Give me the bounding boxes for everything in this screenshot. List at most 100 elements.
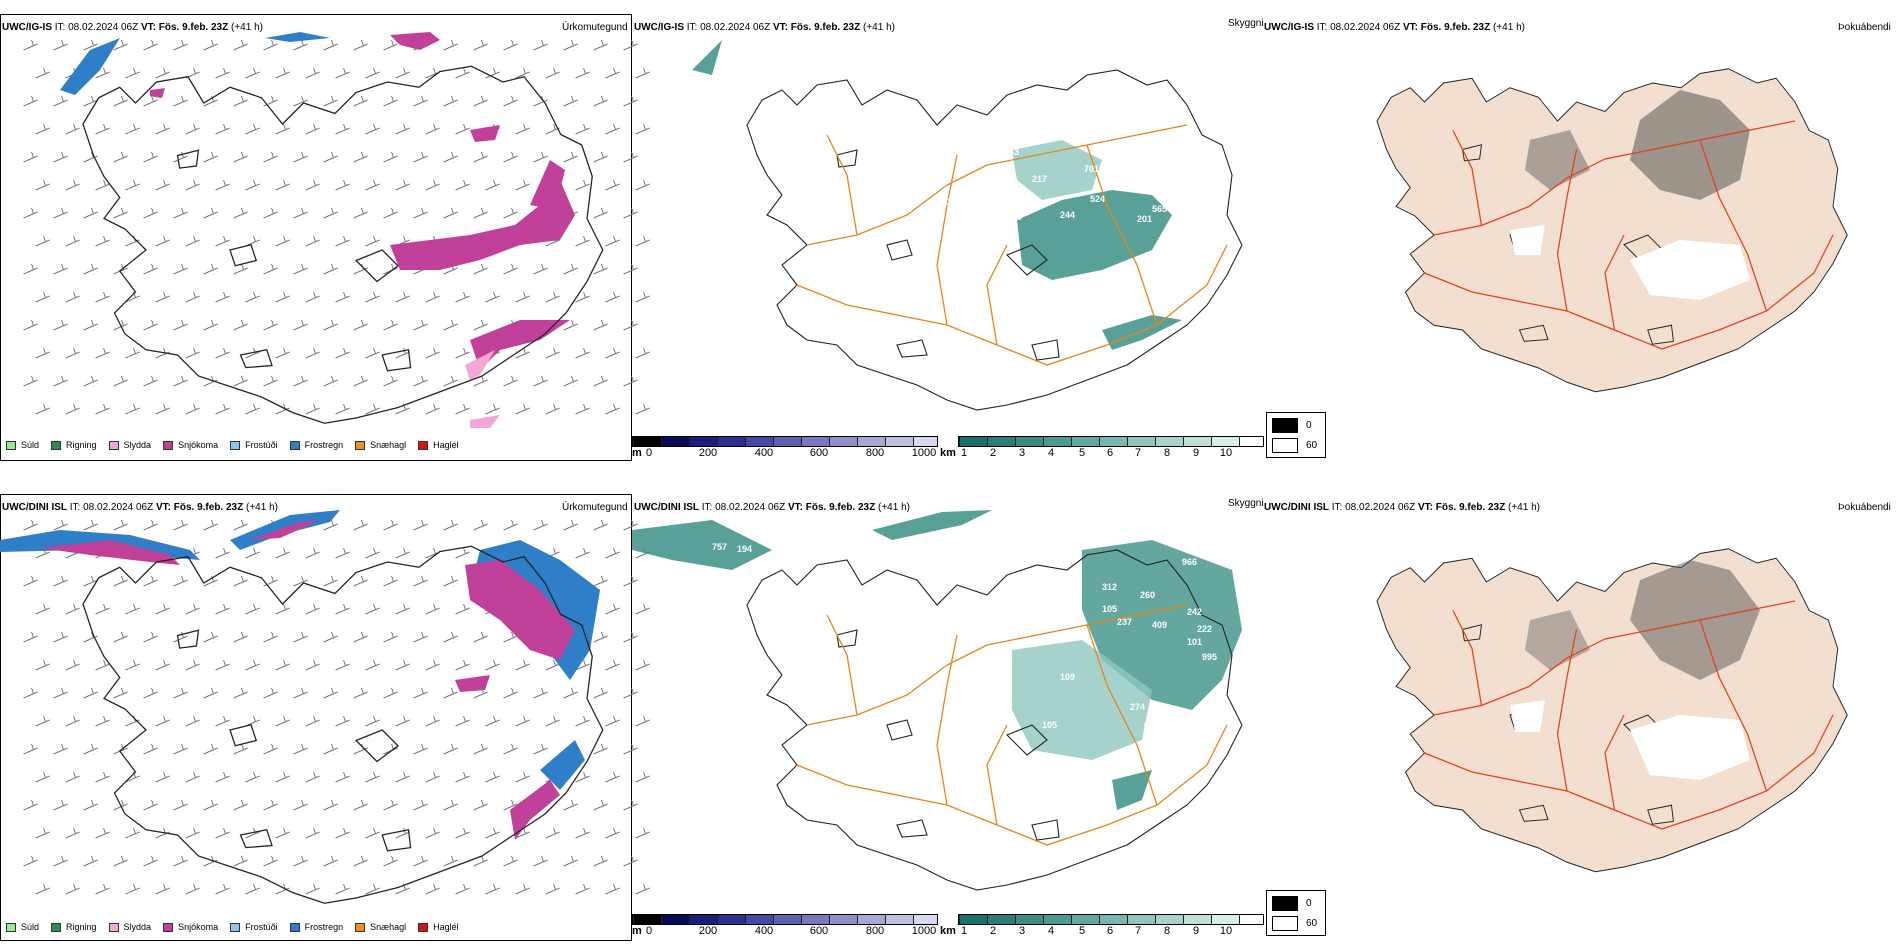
wind-barb bbox=[155, 603, 170, 615]
wind-barb bbox=[35, 827, 50, 839]
wind-barb bbox=[245, 235, 260, 247]
wind-barb bbox=[443, 95, 458, 107]
wind-barb bbox=[23, 631, 38, 643]
wind-barb bbox=[593, 743, 608, 755]
wind-barb bbox=[125, 67, 140, 79]
wind-barb bbox=[263, 207, 278, 219]
wind-barb bbox=[113, 631, 128, 643]
wind-barb bbox=[293, 375, 308, 387]
wind-barb bbox=[185, 347, 200, 359]
valid-time: Fös. 9.feb. 23Z bbox=[790, 22, 861, 33]
lead-time: (+41 h) bbox=[863, 22, 895, 33]
wind-barb bbox=[455, 659, 470, 671]
wind-barb bbox=[593, 519, 608, 531]
wind-barb bbox=[623, 743, 638, 755]
wind-barb bbox=[95, 67, 110, 79]
wind-barb bbox=[95, 883, 110, 895]
wind-barb bbox=[635, 659, 650, 671]
legend-swatch bbox=[230, 440, 241, 450]
legend-item: Snjókoma bbox=[163, 440, 218, 450]
fog-legend-swatch bbox=[1272, 438, 1298, 453]
wind-barb bbox=[245, 403, 260, 415]
glacier-outline bbox=[836, 629, 858, 648]
wind-barb bbox=[335, 291, 350, 303]
wind-barb bbox=[485, 827, 500, 839]
fog-legend-row: 60 bbox=[1272, 438, 1317, 453]
wind-barb bbox=[443, 375, 458, 387]
visibility-value: 150 bbox=[1087, 94, 1102, 104]
precip-type-label-bottom: Úrkomutegund bbox=[562, 502, 628, 513]
legend-item: Frostregn bbox=[289, 922, 343, 932]
wind-barb bbox=[323, 519, 338, 531]
wind-barb bbox=[65, 235, 80, 247]
model-name: UWC/IG-IS bbox=[2, 22, 52, 33]
wind-barb bbox=[623, 263, 638, 275]
wind-barb bbox=[323, 687, 338, 699]
init-time-label: IT: bbox=[1331, 502, 1343, 513]
visibility-value: 147 bbox=[1172, 180, 1187, 190]
legend-swatch bbox=[418, 440, 429, 450]
wind-barb bbox=[365, 67, 380, 79]
precip-panel-title-bottom: UWC/DINI ISL IT: 08.02.2024 06Z VT: Fös.… bbox=[2, 502, 278, 513]
wind-barb bbox=[173, 95, 188, 107]
wind-barb bbox=[215, 347, 230, 359]
legend-swatch bbox=[6, 922, 16, 932]
wind-barb bbox=[245, 883, 260, 895]
wind-barb bbox=[353, 799, 368, 811]
wind-barb bbox=[35, 603, 50, 615]
visibility-value: 194 bbox=[737, 544, 752, 554]
wind-barb bbox=[605, 403, 620, 415]
legend-label: Snæhagl bbox=[370, 440, 407, 450]
wind-barb bbox=[263, 575, 278, 587]
wind-barb bbox=[515, 883, 530, 895]
wind-barb bbox=[65, 123, 80, 135]
wind-barb bbox=[365, 603, 380, 615]
road-line bbox=[1433, 120, 1796, 236]
wind-barb bbox=[23, 95, 38, 107]
fog-map-top bbox=[1376, 68, 1848, 393]
wind-barb bbox=[623, 631, 638, 643]
wind-barb bbox=[173, 39, 188, 51]
wind-barb bbox=[515, 179, 530, 191]
valid-time-label: VT: bbox=[155, 502, 171, 513]
wind-barb bbox=[113, 319, 128, 331]
legend-swatch bbox=[51, 922, 62, 932]
wind-barb bbox=[113, 95, 128, 107]
wind-barb bbox=[515, 827, 530, 839]
wind-barb bbox=[623, 95, 638, 107]
wind-barb bbox=[155, 179, 170, 191]
road-line bbox=[936, 634, 958, 806]
wind-barb bbox=[563, 687, 578, 699]
glacier-outline bbox=[354, 729, 399, 763]
wind-barb bbox=[185, 603, 200, 615]
wind-barb bbox=[185, 715, 200, 727]
tick-label: 6 bbox=[1106, 447, 1114, 459]
wind-barb bbox=[125, 179, 140, 191]
valid-time: Fös. 9.feb. 23Z bbox=[173, 502, 244, 513]
glacier-outline bbox=[381, 828, 412, 852]
wind-barb bbox=[263, 263, 278, 275]
wind-barb bbox=[245, 603, 260, 615]
visibility-value: 105 bbox=[1102, 604, 1117, 614]
wind-barb bbox=[305, 235, 320, 247]
wind-barb bbox=[575, 347, 590, 359]
wind-barb bbox=[53, 95, 68, 107]
low-visibility-area bbox=[1012, 640, 1152, 760]
iceland-land-fill bbox=[1376, 68, 1848, 393]
wind-barb bbox=[305, 347, 320, 359]
visibility-colorbar-cells bbox=[959, 437, 1263, 446]
legend-label: Slydda bbox=[123, 922, 152, 932]
legend-label: Frostúði bbox=[245, 922, 278, 932]
legend-item: Snæhagl bbox=[355, 922, 406, 932]
wind-barb bbox=[455, 771, 470, 783]
wind-barb bbox=[605, 771, 620, 783]
wind-barb bbox=[23, 375, 38, 387]
wind-barb bbox=[125, 883, 140, 895]
tick-label: 800 bbox=[865, 925, 885, 937]
legend-label: Rigning bbox=[66, 922, 97, 932]
wind-barb bbox=[473, 151, 488, 163]
wind-barb bbox=[143, 151, 158, 163]
wind-barb bbox=[323, 743, 338, 755]
